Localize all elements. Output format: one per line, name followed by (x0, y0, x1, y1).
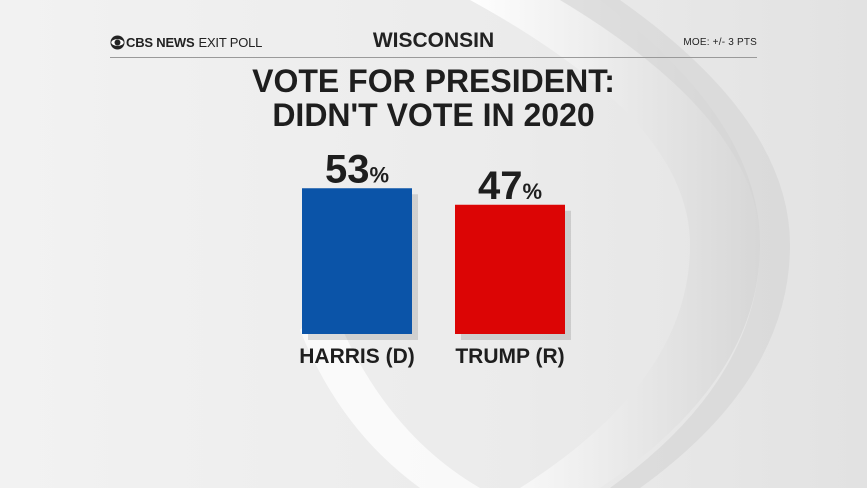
data-label: 53% (325, 147, 389, 191)
data-label-value: 47 (478, 164, 523, 208)
chart-subtitle: DIDN'T VOTE IN 2020 (272, 97, 595, 133)
bar-harris (302, 188, 412, 334)
chart-title: VOTE FOR PRESIDENT: (252, 63, 615, 99)
chart-title-block: VOTE FOR PRESIDENT: DIDN'T VOTE IN 2020 (0, 64, 867, 132)
cbs-eye-icon (110, 35, 125, 49)
brand-subtitle: EXIT POLL (198, 34, 263, 50)
category-label: TRUMP (R) (455, 345, 564, 368)
data-label-unit: % (369, 162, 389, 187)
cbs-news-logo: CBS NEWS EXIT POLL (110, 34, 262, 50)
state-name: WISCONSIN (372, 29, 495, 52)
header-bar: CBS NEWS EXIT POLL WISCONSIN MOE: +/- 3 … (110, 26, 757, 58)
margin-of-error: MOE: +/- 3 PTS (683, 37, 757, 48)
data-label-unit: % (522, 179, 542, 204)
bar-trump (455, 204, 565, 334)
data-label: 47% (478, 164, 542, 208)
category-label: HARRIS (D) (299, 345, 415, 368)
brand-name: CBS NEWS (126, 34, 195, 50)
data-label-value: 53 (325, 147, 370, 191)
